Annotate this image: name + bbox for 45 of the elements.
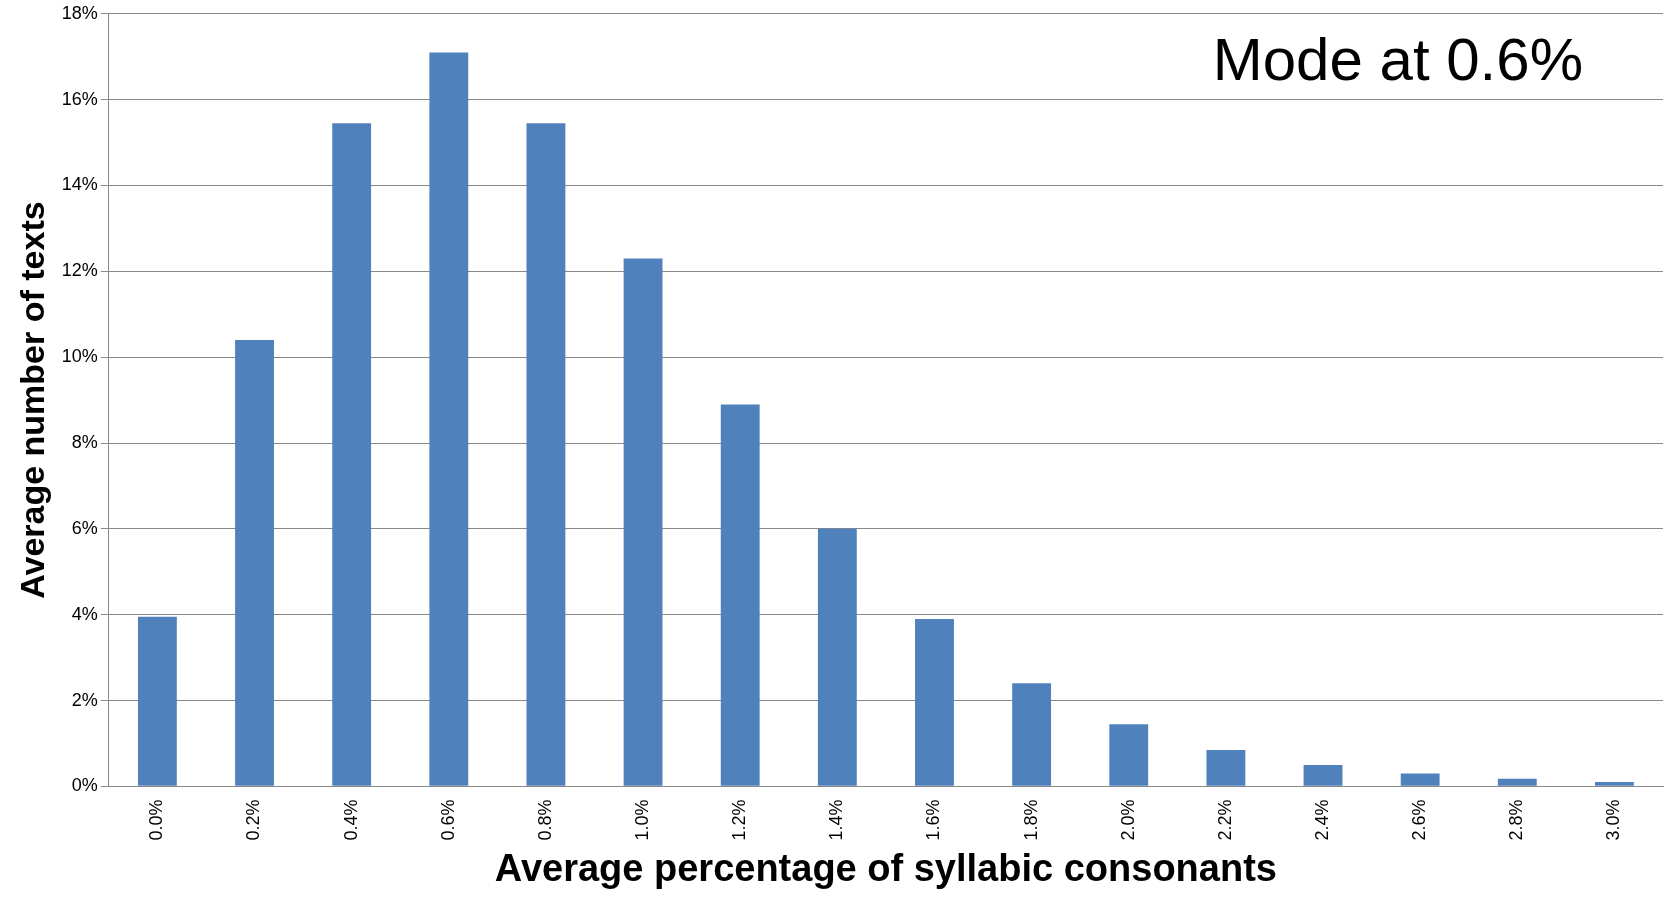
y-tick-label: 18%	[61, 2, 98, 23]
x-tick-label: 2.2%	[1214, 799, 1235, 841]
x-tick-label: 1.2%	[729, 799, 750, 841]
bar	[137, 616, 177, 786]
x-tick-label: 2.0%	[1117, 799, 1138, 841]
y-tick-label: 0%	[71, 775, 98, 796]
bar	[235, 340, 274, 786]
bar	[526, 123, 566, 786]
bar	[1012, 683, 1052, 786]
x-axis-title: Average percentage of syllabic consonants	[494, 846, 1277, 889]
x-tick-label: 2.4%	[1311, 799, 1332, 841]
y-tick-label: 4%	[71, 603, 98, 624]
x-tick-label: 3.0%	[1603, 799, 1624, 841]
bar	[1497, 778, 1537, 786]
y-tick-label: 12%	[61, 260, 98, 281]
bar	[720, 404, 760, 786]
bar	[915, 618, 954, 786]
y-tick-label: 16%	[61, 88, 98, 109]
y-tick-label: 6%	[71, 517, 98, 538]
bar	[1400, 773, 1440, 786]
y-tick-label: 8%	[71, 431, 98, 452]
x-tick-label: 2.6%	[1409, 799, 1430, 841]
annotation: Mode at 0.6%	[1212, 26, 1583, 94]
x-tick-label: 0.0%	[146, 799, 167, 841]
bar	[429, 52, 469, 786]
x-tick-label: 0.2%	[243, 799, 264, 841]
y-tick-label: 2%	[71, 689, 98, 710]
x-tick-label: 2.8%	[1506, 799, 1527, 841]
x-tick-label: 0.6%	[437, 799, 458, 841]
bar	[817, 528, 857, 786]
x-tick-label: 0.8%	[534, 799, 555, 841]
x-tick-label: 1.8%	[1020, 799, 1041, 841]
x-tick-label: 1.4%	[826, 799, 847, 841]
y-tick-label: 14%	[61, 174, 98, 195]
x-tick-label: 1.6%	[923, 799, 944, 841]
bar	[623, 258, 663, 786]
bar	[1109, 724, 1149, 786]
bar	[332, 123, 372, 786]
x-tick-label: 0.4%	[340, 799, 361, 841]
y-axis-title: Average number of texts	[12, 201, 51, 599]
bar	[1206, 749, 1246, 786]
y-tick-label: 10%	[61, 346, 98, 367]
bar	[1303, 764, 1343, 786]
bar	[1595, 782, 1634, 786]
x-tick-label: 1.0%	[632, 799, 653, 841]
